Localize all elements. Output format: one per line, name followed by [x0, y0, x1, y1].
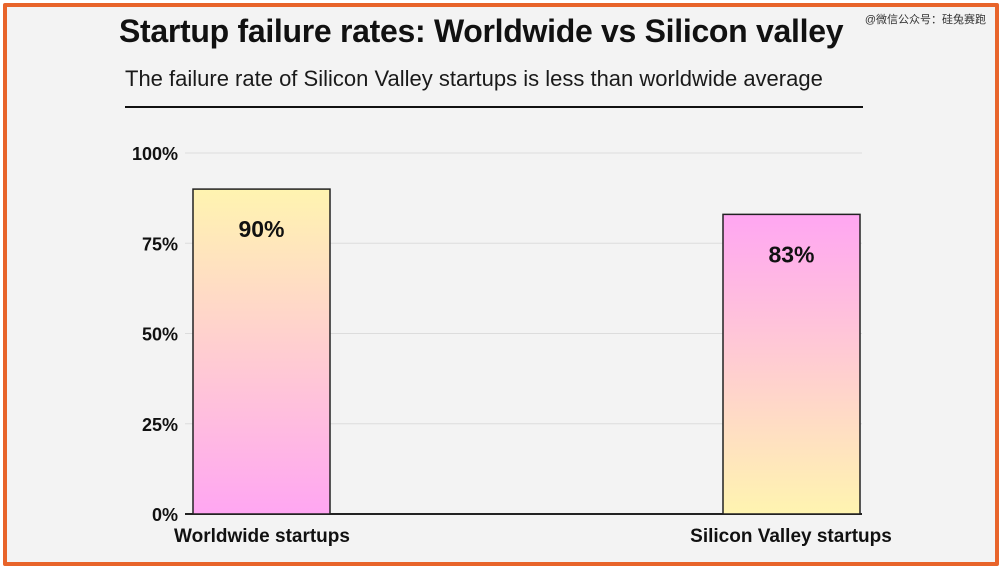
x-category-label: Silicon Valley startups — [690, 526, 892, 547]
x-category-label: Worldwide startups — [174, 526, 350, 547]
bar — [192, 188, 331, 515]
y-tick-label: 75% — [142, 234, 178, 254]
bar-value-label: 90% — [238, 216, 284, 242]
y-tick-label: 50% — [142, 325, 178, 345]
y-tick-label: 0% — [152, 505, 178, 525]
chart-subtitle: The failure rate of Silicon Valley start… — [125, 66, 823, 91]
y-tick-label: 25% — [142, 415, 178, 435]
title-divider — [125, 106, 863, 108]
bar-value-label: 83% — [768, 241, 814, 267]
bar — [722, 213, 861, 515]
watermark: @微信公众号：硅兔赛跑 — [864, 14, 986, 26]
y-tick-label: 100% — [132, 144, 178, 164]
